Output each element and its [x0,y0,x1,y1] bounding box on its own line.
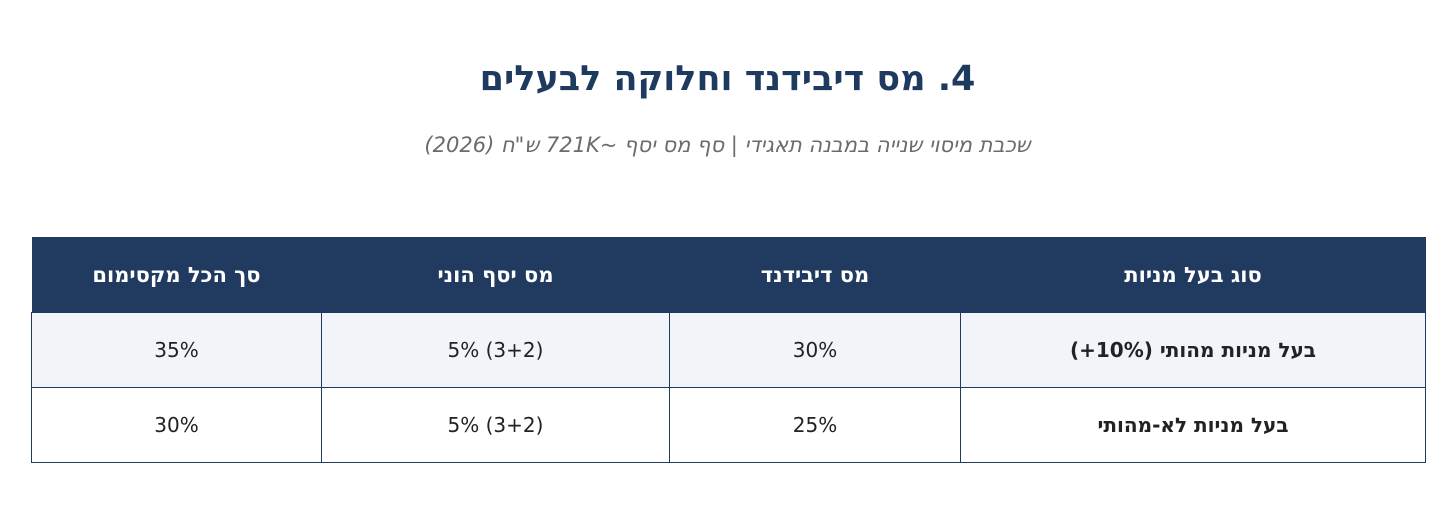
cell-dividend-tax: 25% [669,387,961,463]
cell-shareholder-type: בעל מניות לא-מהותי [960,387,1426,463]
cell-dividend-tax: 30% [669,312,961,388]
cell-total-max: 30% [31,387,322,463]
header-shareholder-type: סוג בעל מניות [960,237,1426,313]
header-surtax: מס יסף הוני [321,237,670,313]
page-subtitle: שכבת מיסוי שנייה במבנה תאגידי | סף מס יס… [424,133,1031,157]
header-total-max: סך הכל מקסימום [31,237,322,313]
table-row: בעל מניות לא-מהותי 25% 5% (3+2) 30% [31,387,1426,463]
table-header-row: סוג בעל מניות מס דיבידנד מס יסף הוני סך … [31,237,1426,313]
page-title: 4. מס דיבידנד וחלוקה לבעלים [479,59,976,99]
cell-surtax: 5% (3+2) [321,312,670,388]
cell-total-max: 35% [31,312,322,388]
cell-shareholder-type: בעל מניות מהותי (10%+) [960,312,1426,388]
cell-surtax: 5% (3+2) [321,387,670,463]
dividend-tax-table: סוג בעל מניות מס דיבידנד מס יסף הוני סך … [31,237,1426,463]
table-row: בעל מניות מהותי (10%+) 30% 5% (3+2) 35% [31,312,1426,388]
header-dividend-tax: מס דיבידנד [669,237,961,313]
